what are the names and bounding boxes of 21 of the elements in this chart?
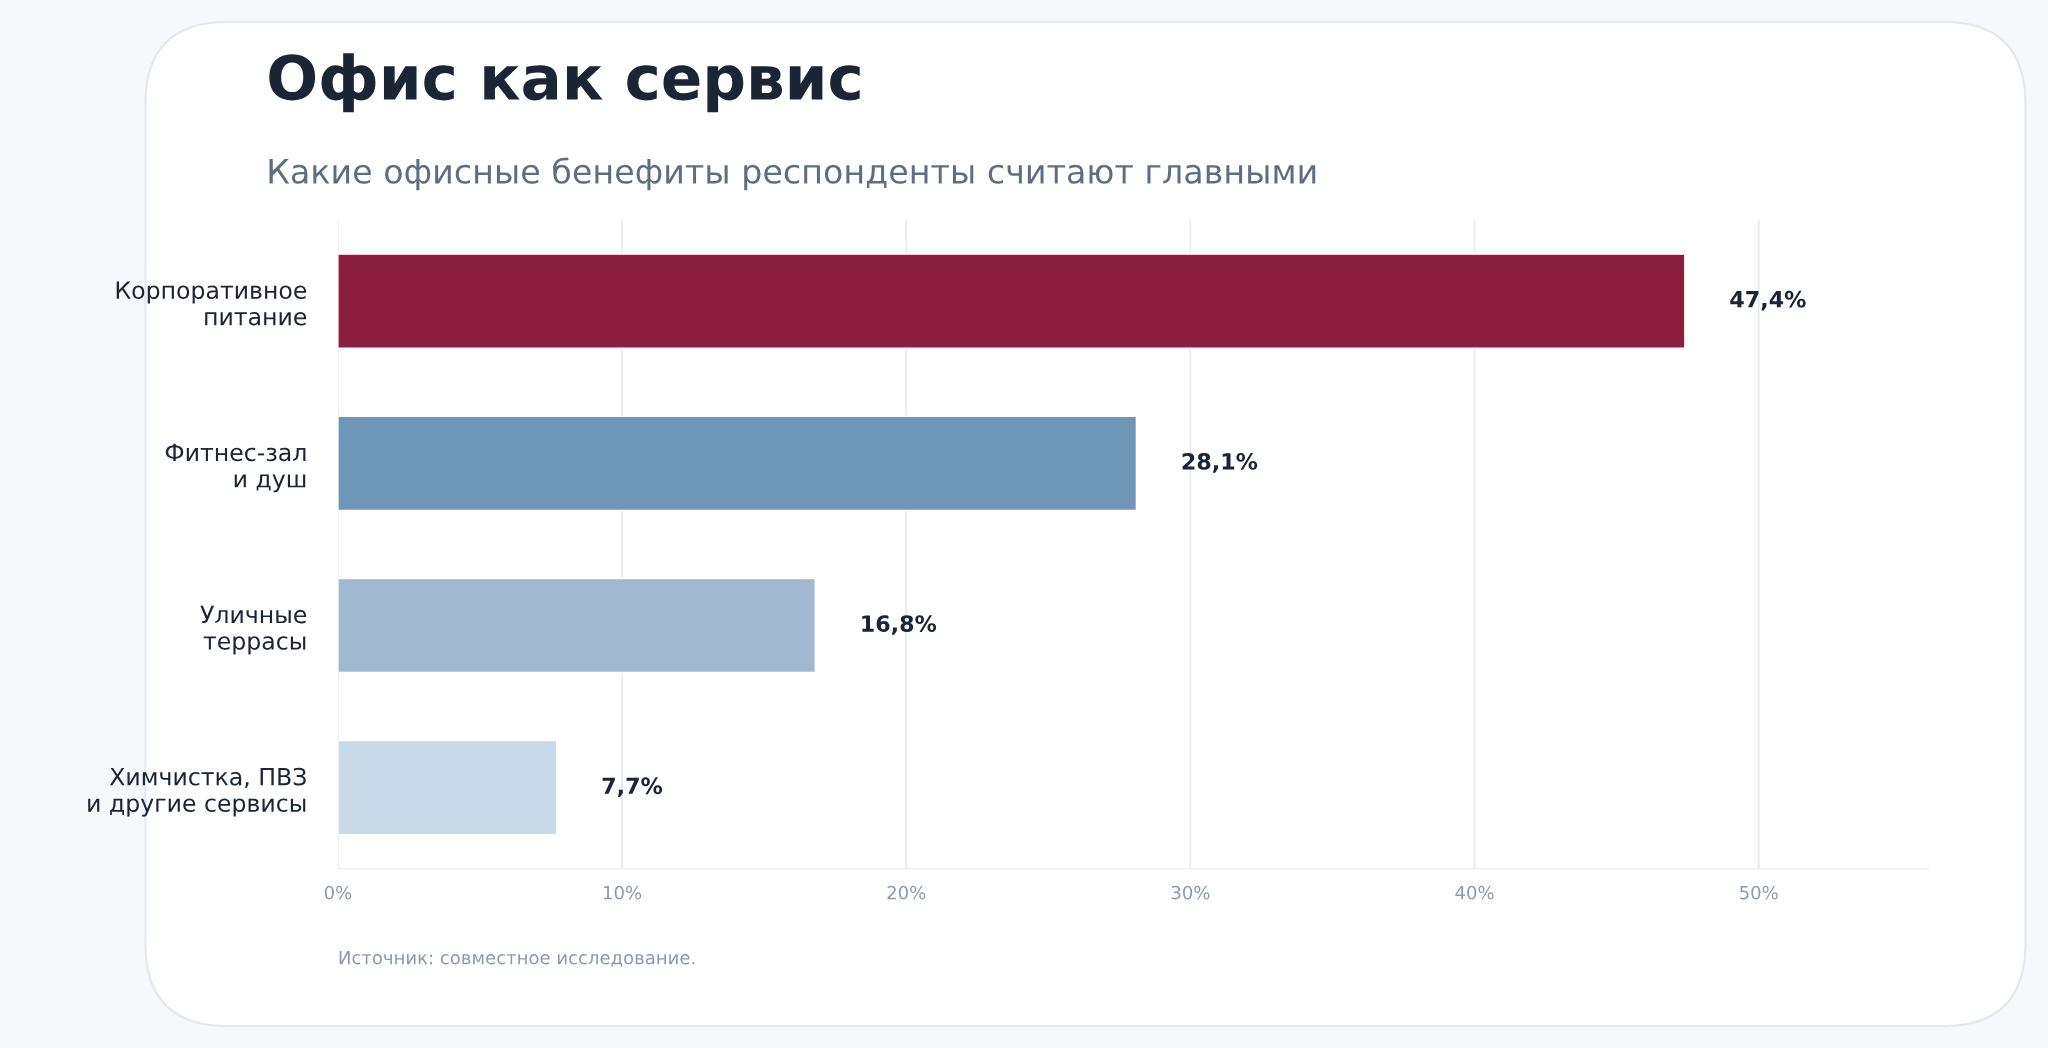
x-tick-label: 40%: [1455, 885, 1494, 900]
bar: [337, 415, 1138, 512]
data-label: 16,8%: [862, 615, 937, 635]
x-tick-label: 10%: [604, 885, 642, 900]
chart-subtitle: Какие офисные бенефиты респонденты считают главными: [269, 157, 1316, 191]
bar: [337, 577, 817, 674]
x-tick-label: 30%: [1171, 885, 1210, 900]
bar: [337, 253, 1686, 349]
bar: [337, 739, 558, 836]
y-tick-label: Корпоративное питание: [116, 281, 307, 326]
x-tick-label: 20%: [887, 885, 926, 900]
x-tick-label: 0%: [324, 885, 352, 900]
data-label: 47,4%: [1730, 290, 1806, 311]
text: Источник: совместное исследование.: [339, 951, 695, 967]
y-tick-label: Фитнес-зал и душ: [165, 443, 306, 493]
y-tick-label: Уличные террасы: [200, 605, 307, 655]
data-label: 28,1%: [1182, 452, 1258, 473]
x-tick-label: 50%: [1740, 885, 1778, 900]
data-label: 7,7%: [602, 777, 663, 797]
chart-title: Офис как сервис: [269, 53, 860, 113]
y-tick-label: Химчистка, ПВЗ и другие сервисы: [88, 767, 306, 817]
